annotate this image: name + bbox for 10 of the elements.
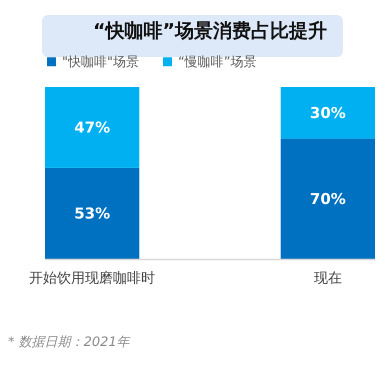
data-label: 30% <box>310 104 346 122</box>
x-tick-label: 现在 <box>314 270 342 286</box>
data-label: 47% <box>74 118 110 136</box>
legend-label: “慢咖啡”场景 <box>178 54 256 70</box>
legend-label: "快咖啡"场景 <box>62 54 139 70</box>
chart-title: “快咖啡”场景消费占比提升 <box>93 20 327 42</box>
data-label: 53% <box>74 204 110 222</box>
x-tick-label: 开始饮用现磨咖啡时 <box>29 270 156 286</box>
data-label: 70% <box>310 190 346 208</box>
text: * 数据日期：2021年 <box>8 334 130 351</box>
